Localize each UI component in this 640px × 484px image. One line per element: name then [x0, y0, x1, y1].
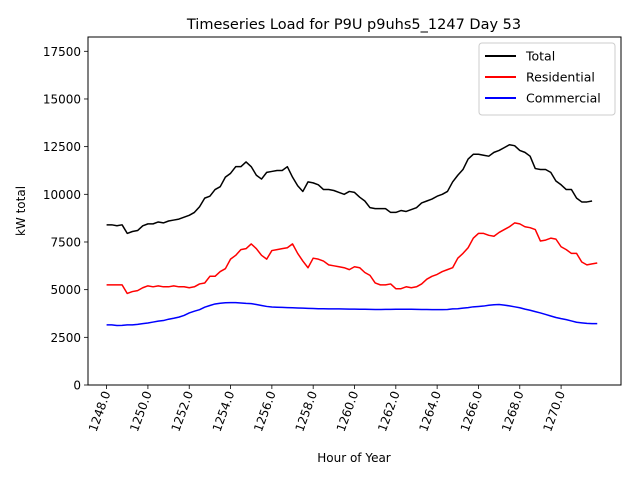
series-line-commercial	[106, 301, 598, 327]
y-tick-label: 10000	[43, 188, 81, 202]
series-line-residential	[106, 222, 598, 295]
legend-label-total: Total	[525, 49, 555, 64]
series-layer	[106, 143, 598, 327]
legend-label-residential: Residential	[526, 70, 595, 85]
legend-entries: Total Residential Commercial	[485, 49, 601, 106]
chart-title: Timeseries Load for P9U p9uhs5_1247 Day …	[186, 17, 521, 33]
y-tick-label: 12500	[43, 140, 81, 154]
legend-label-commercial: Commercial	[526, 91, 601, 106]
y-tick-label: 15000	[43, 92, 81, 106]
y-tick-label: 7500	[50, 235, 81, 249]
y-tick-label: 17500	[43, 45, 81, 59]
y-axis-label: kW total	[14, 186, 28, 236]
y-tick-label: 5000	[50, 283, 81, 297]
y-tick-label: 0	[73, 379, 81, 393]
series-line-total	[106, 143, 593, 235]
y-axis: 0 2500 5000 7500 10000 12500 15000 17500	[43, 45, 88, 393]
y-tick-label: 2500	[50, 331, 81, 345]
legend: Total Residential Commercial	[478, 42, 616, 116]
x-axis-label: Hour of Year	[317, 451, 391, 465]
